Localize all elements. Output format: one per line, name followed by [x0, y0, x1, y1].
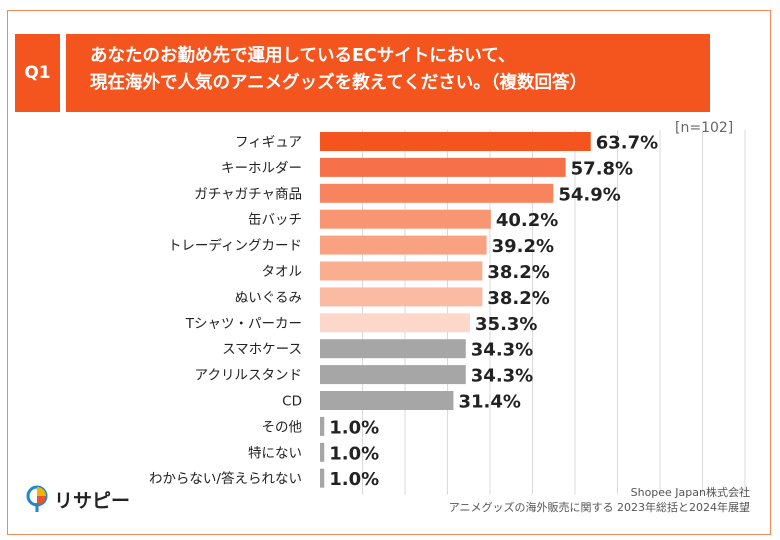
bar — [320, 287, 483, 307]
bar — [320, 365, 466, 385]
value-label: 54.9% — [558, 184, 620, 205]
value-label: 40.2% — [496, 210, 558, 231]
category-label: アクリルスタンド — [195, 368, 302, 384]
source-credit: Shopee Japan株式会社 アニメグッズの海外販売に関する 2023年総括… — [449, 485, 750, 515]
category-label: CD — [282, 394, 302, 410]
bar — [320, 313, 471, 333]
value-label: 38.2% — [487, 262, 549, 283]
logo-text: リサピー — [54, 489, 131, 512]
bar — [320, 235, 487, 255]
bar — [320, 261, 483, 281]
chart-frame — [7, 10, 771, 535]
source-report-title: アニメグッズの海外販売に関する 2023年総括と2024年展望 — [448, 501, 750, 514]
value-label: 63.7% — [596, 133, 658, 154]
value-label: 57.8% — [571, 158, 633, 179]
value-label: 1.0% — [329, 443, 379, 464]
value-label: 39.2% — [492, 236, 554, 257]
bar — [320, 157, 566, 177]
question-box: あなたのお勤め先で運用しているECサイトにおいて、 現在海外で人気のアニメグッズ… — [66, 34, 710, 112]
value-label: 31.4% — [458, 392, 520, 413]
category-label: ぬいぐるみ — [235, 290, 302, 306]
value-label: 34.3% — [471, 340, 533, 361]
category-label: トレーディングカード — [168, 237, 302, 254]
category-label: 特にない — [248, 445, 302, 461]
value-label: 35.3% — [475, 314, 537, 335]
bar — [320, 183, 554, 203]
question-number-badge: Q1 — [15, 34, 60, 112]
risapy-logo: リサピー — [26, 485, 130, 513]
category-label: その他 — [262, 419, 303, 435]
source-company: Shopee Japan株式会社 — [630, 486, 750, 499]
category-label: Tシャツ・パーカー — [185, 316, 302, 332]
value-label: 34.3% — [471, 366, 533, 387]
value-label: 38.2% — [487, 288, 549, 309]
value-label: 1.0% — [329, 469, 379, 490]
sample-size: [n=102] — [675, 120, 734, 136]
bar — [320, 339, 466, 359]
category-label: スマホケース — [222, 342, 302, 358]
bar — [320, 132, 591, 151]
bar — [320, 468, 325, 488]
category-label: キーホルダー — [221, 160, 302, 176]
bar — [320, 209, 491, 229]
category-label: ガチャガチャ商品 — [194, 186, 302, 202]
value-label: 1.0% — [329, 417, 379, 438]
bar — [320, 391, 454, 410]
logo-mark-icon — [26, 485, 48, 512]
question-line-1: あなたのお勤め先で運用しているECサイトにおいて、 — [90, 46, 516, 66]
question-line-2: 現在海外で人気のアニメグッズを教えてください。（複数回答） — [90, 73, 587, 93]
category-label: タオル — [262, 264, 303, 280]
category-label: わからない/答えられない — [149, 470, 302, 487]
category-label: フィギュア — [235, 135, 302, 151]
bar — [320, 442, 325, 462]
bar — [320, 416, 325, 436]
category-label: 缶バッチ — [248, 212, 302, 228]
